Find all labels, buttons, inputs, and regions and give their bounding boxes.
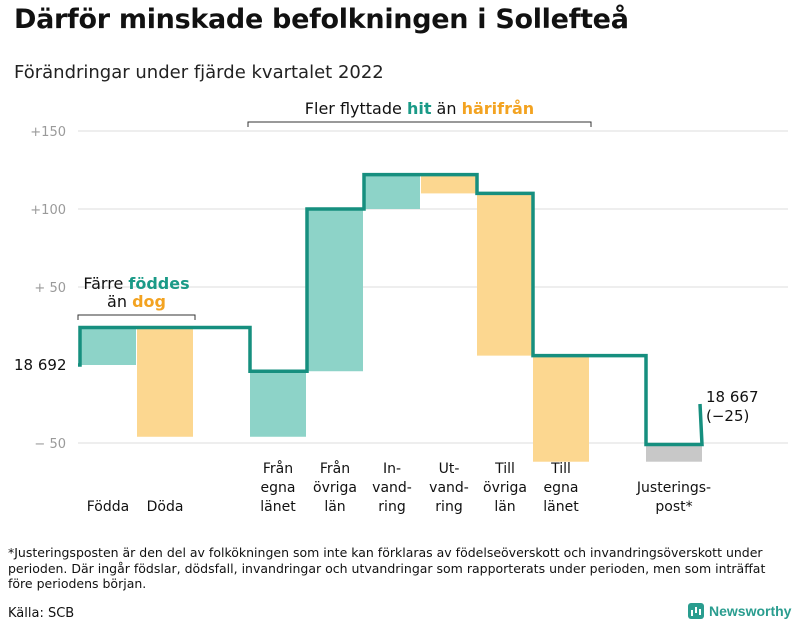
annotation-births-bracket (77, 314, 196, 320)
category-label-till_ovriga_lan: län (494, 499, 515, 515)
category-label-fran_ovriga_lan: län (324, 499, 345, 515)
bar-doda (137, 327, 193, 437)
bar-fran_egna_lanet (250, 371, 306, 437)
brand-name: Newsworthy (709, 603, 792, 619)
annotation-migration-line1-part: än (431, 99, 461, 118)
annotation-births-line2-part: än (107, 292, 132, 311)
category-label-fran_ovriga_lan: Från (320, 460, 350, 477)
category-label-utvandring: ring (435, 499, 462, 515)
category-label-till_ovriga_lan: Till (494, 461, 515, 477)
end-value-label: 18 667 (706, 388, 759, 406)
end-change-label: (−25) (706, 407, 749, 425)
annotation-migration-line1: Fler flyttade hit än härifrån (305, 99, 534, 118)
category-label-justeringspost: post* (655, 499, 692, 515)
y-tick-label: + 50 (34, 281, 66, 296)
waterfall-chart: +150 +100 + 50 − 50 18 692 18 667(−25) Födda Dö… (14, 99, 788, 515)
category-label-fodda: Födda (87, 499, 129, 515)
bar-justeringspost (646, 444, 702, 462)
category-label-fran_egna_lanet: egna (261, 480, 296, 496)
annotation-births-line1-part: Färre (83, 274, 128, 293)
category-label-invandring: In- (383, 461, 401, 477)
category-label-till_egna_lanet: länet (543, 499, 579, 515)
annotation-births-line1-part: föddes (128, 274, 189, 293)
category-label-till_ovriga_lan: övriga (483, 480, 527, 496)
category-label-fran_egna_lanet: Från (263, 460, 293, 477)
chart-title: Därför minskade befolkningen i Sollefteå (14, 4, 629, 35)
chart-subtitle: Förändringar under fjärde kvartalet 2022 (14, 62, 384, 83)
bar-fodda (80, 327, 136, 365)
category-label-doda: Döda (147, 499, 184, 515)
bar-invandring (364, 174, 420, 209)
category-label-fran_ovriga_lan: övriga (313, 480, 357, 496)
start-value-label: 18 692 (14, 356, 67, 374)
bar-utvandring (421, 174, 477, 194)
annotation-migration-line1-part: härifrån (462, 99, 535, 118)
category-label-till_egna_lanet: egna (544, 480, 579, 496)
annotation-births-line2-part: dog (132, 292, 166, 311)
category-label-utvandring: vand- (429, 480, 469, 496)
annotation-migration-line1-part: Fler flyttade (305, 99, 407, 118)
source-label: Källa: SCB (8, 606, 75, 621)
category-label-invandring: vand- (372, 480, 412, 496)
footnote: *Justeringsposten är den del av folkökni… (8, 545, 766, 591)
bar-chart-icon (688, 603, 704, 619)
category-label-fran_egna_lanet: länet (260, 499, 296, 515)
y-tick-label: +150 (30, 125, 66, 140)
y-tick-label: − 50 (34, 437, 66, 452)
category-label-till_egna_lanet: Till (550, 461, 571, 477)
annotation-migration-bracket (247, 121, 592, 127)
bar-fran_ovriga_lan (307, 209, 363, 372)
category-label-utvandring: Ut- (439, 461, 460, 477)
category-label-invandring: ring (378, 499, 405, 515)
cumulative-line (78, 172, 704, 447)
category-label-justeringspost: Justerings- (636, 480, 711, 496)
bar-till_egna_lanet (533, 355, 589, 462)
annotation-migration-line1-part: hit (407, 99, 432, 118)
brand-logo: Newsworthy (688, 603, 791, 619)
y-tick-label: +100 (30, 203, 66, 218)
annotation-births-line2: än dog (107, 292, 166, 311)
bar-till_ovriga_lan (477, 193, 533, 356)
annotation-births-line1: Färre föddes (83, 274, 189, 293)
